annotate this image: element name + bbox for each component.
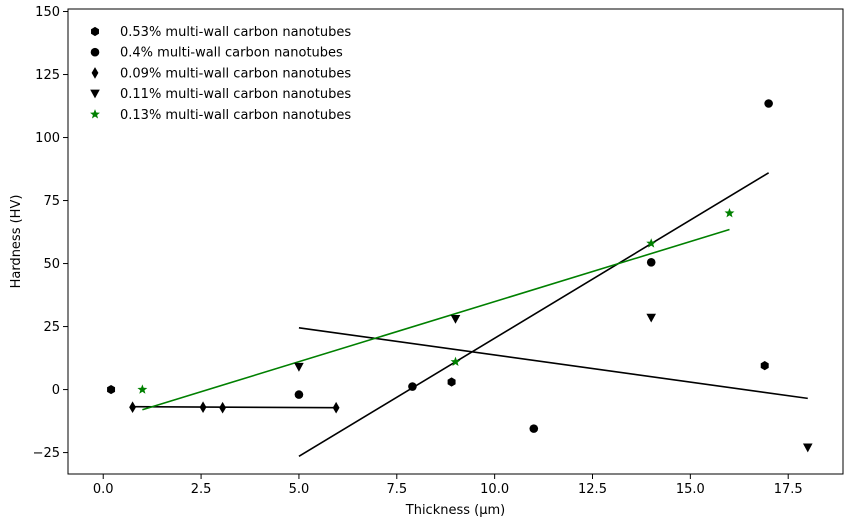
data-point xyxy=(450,315,461,324)
plot-area-frame xyxy=(67,8,844,475)
data-point xyxy=(646,313,657,323)
data-point xyxy=(219,401,227,414)
x-tick-label: 5.0 xyxy=(289,482,310,497)
y-tick-label: 25 xyxy=(43,320,60,335)
legend-marker xyxy=(90,109,100,119)
legend-label: 0.13% multi-wall carbon nanotubes xyxy=(120,108,351,123)
legend-marker xyxy=(91,67,99,79)
x-axis-title: Thickness (μm) xyxy=(405,503,505,518)
legend-marker xyxy=(91,26,99,37)
data-point xyxy=(107,384,116,395)
legend-label: 0.09% multi-wall carbon nanotubes xyxy=(120,66,351,81)
data-point xyxy=(724,207,735,218)
y-tick-label: 125 xyxy=(35,68,60,83)
fit-line xyxy=(132,405,337,409)
data-point xyxy=(129,401,136,414)
legend-label: 0.11% multi-wall carbon nanotubes xyxy=(120,87,351,102)
x-tick-label: 10.0 xyxy=(480,482,509,497)
data-point xyxy=(199,401,207,414)
data-point xyxy=(294,362,304,372)
fit-line xyxy=(142,228,730,411)
legend: 0.53% multi-wall carbon nanotubes 0.4% mu… xyxy=(90,25,351,123)
fit-line xyxy=(298,172,770,458)
data-point xyxy=(760,361,769,371)
x-tick-label: 2.5 xyxy=(191,482,212,497)
y-tick-label: 50 xyxy=(43,257,60,272)
x-tick-label: 12.5 xyxy=(578,482,607,497)
data-point xyxy=(646,257,656,267)
legend-marker xyxy=(90,89,100,99)
x-tick-label: 7.5 xyxy=(386,482,407,497)
legend-label: 0.53% multi-wall carbon nanotubes xyxy=(120,25,351,40)
data-point xyxy=(764,99,773,108)
data-point xyxy=(408,382,417,391)
fit-lines xyxy=(132,172,808,458)
y-tick-label: 75 xyxy=(43,194,60,209)
x-tick-label: 0.0 xyxy=(93,482,114,497)
data-point xyxy=(646,238,657,248)
y-tick-label: 0 xyxy=(52,383,60,398)
data-point xyxy=(529,424,539,433)
y-tick-label: 150 xyxy=(35,5,60,20)
x-tick-label: 15.0 xyxy=(676,482,705,497)
y-axis-title: Hardness (HV) xyxy=(9,195,24,289)
axis-ticks: 0.0 2.5 5.0 7.5 10.0 12.5 15.0 17.5 −25 0 25 50 75 10… xyxy=(33,5,803,497)
data-point xyxy=(294,390,304,399)
fit-line xyxy=(298,327,808,400)
data-point xyxy=(450,356,461,367)
y-tick-label: −25 xyxy=(33,446,60,461)
data-points xyxy=(107,99,813,453)
data-point xyxy=(802,443,813,453)
legend-marker xyxy=(90,47,100,57)
x-tick-label: 17.5 xyxy=(774,482,803,497)
y-tick-label: 100 xyxy=(35,131,60,146)
legend-label: 0.4% multi-wall carbon nanotubes xyxy=(120,46,343,61)
data-point xyxy=(447,377,456,387)
data-point xyxy=(332,401,340,414)
data-point xyxy=(137,384,148,394)
